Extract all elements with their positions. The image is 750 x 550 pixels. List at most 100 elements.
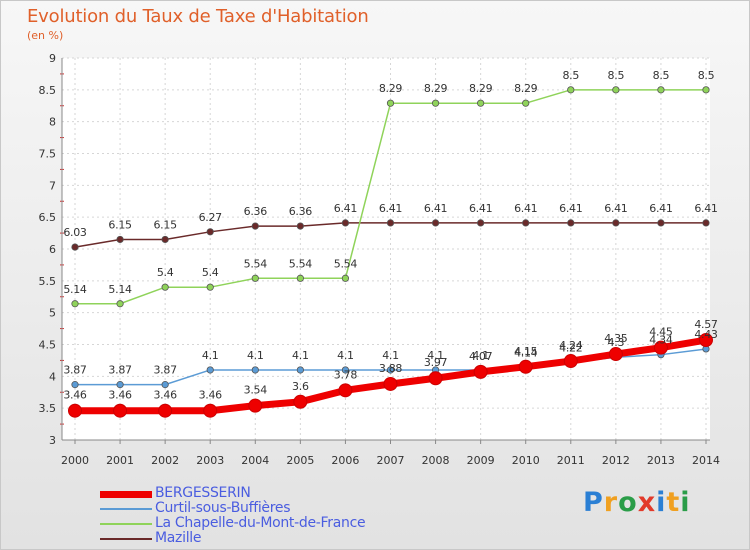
legend-swatch [100, 523, 152, 525]
y-tick-label: 7.5 [39, 148, 57, 161]
data-point [563, 354, 578, 369]
series-lines [68, 86, 713, 418]
data-label: 6.41 [514, 202, 537, 215]
data-point [702, 219, 710, 227]
data-point [338, 383, 353, 398]
x-tick-label: 2001 [106, 454, 134, 467]
data-label: 6.41 [379, 202, 402, 215]
data-label: 3.46 [108, 389, 132, 402]
data-point [251, 366, 259, 374]
data-point [567, 86, 575, 94]
data-point [702, 86, 710, 94]
data-point [341, 219, 350, 227]
legend-swatch [100, 538, 152, 540]
data-label: 4.45 [649, 326, 673, 339]
y-tick-label: 6 [49, 243, 56, 256]
chart-title: Evolution du Taux de Taxe d'Habitation [27, 6, 369, 27]
data-point [341, 274, 350, 282]
data-label: 4.1 [337, 349, 354, 362]
data-label: 8.5 [653, 69, 670, 82]
data-label: 5.14 [108, 283, 132, 296]
data-point [161, 235, 169, 244]
data-label: 5.54 [334, 257, 358, 270]
y-tick-label: 7 [49, 179, 56, 192]
logo-letter: o [618, 487, 638, 518]
y-tick-label: 6.5 [39, 211, 57, 224]
data-label: 4.43 [694, 328, 718, 341]
data-label: 3.87 [108, 364, 132, 377]
y-tick-label: 5.5 [39, 275, 57, 288]
data-point [116, 235, 124, 244]
data-label: 3.88 [379, 362, 403, 375]
data-label: 8.29 [469, 82, 493, 95]
data-label: 4.57 [694, 318, 718, 331]
data-point [296, 274, 304, 282]
x-tick-label: 2007 [377, 454, 405, 467]
legend-label: Mazille [155, 530, 202, 546]
data-point [293, 394, 308, 409]
x-tick-label: 2012 [602, 454, 630, 467]
y-tick-label: 4 [49, 370, 56, 383]
logo-letter: r [603, 487, 619, 518]
data-label: 4.1 [292, 349, 309, 362]
data-point [206, 228, 214, 236]
data-label: 8.5 [562, 69, 579, 82]
data-point [71, 300, 79, 308]
logo-letter: i [680, 487, 691, 518]
data-point [428, 371, 443, 386]
legend-label: Curtil-sous-Buffières [155, 500, 291, 516]
y-tick-label: 8.5 [39, 84, 57, 97]
y-tick-label: 3.5 [39, 402, 57, 415]
data-label: 5.4 [202, 266, 219, 279]
data-label: 4.1 [382, 349, 399, 362]
legend-swatch [100, 508, 152, 510]
data-label: 3.46 [63, 389, 87, 402]
data-point [608, 347, 623, 362]
data-label: 4.1 [202, 349, 219, 362]
data-label: 5.4 [157, 266, 174, 279]
data-point [612, 219, 620, 227]
data-point [116, 300, 124, 308]
data-point [522, 219, 530, 227]
data-label: 3.87 [153, 364, 177, 377]
data-point [612, 86, 620, 94]
data-label: 6.41 [649, 202, 672, 215]
data-label: 4.34 [649, 334, 673, 347]
data-point [657, 219, 665, 227]
x-tick-label: 2003 [196, 454, 224, 467]
data-label: 4.15 [514, 345, 538, 358]
data-label: 5.14 [63, 283, 87, 296]
data-label: 4.1 [247, 349, 264, 362]
data-label: 6.41 [694, 202, 717, 215]
data-label: 4.35 [604, 332, 628, 345]
logo-letter: P [583, 487, 604, 518]
data-point [386, 99, 395, 107]
data-label: 4.24 [559, 339, 583, 352]
data-point [518, 359, 533, 374]
data-label: 6.15 [108, 218, 132, 231]
x-tick-label: 2011 [557, 454, 585, 467]
data-point [383, 376, 398, 391]
data-point [522, 99, 530, 107]
data-label: 3.6 [292, 380, 309, 393]
logo-letter: i [656, 487, 667, 518]
data-label: 6.41 [334, 202, 357, 215]
data-label: 6.27 [199, 211, 223, 224]
data-point [473, 364, 488, 379]
data-point [161, 381, 169, 389]
x-tick-label: 2009 [467, 454, 495, 467]
data-point [158, 403, 173, 418]
data-label: 6.36 [289, 205, 313, 218]
data-point [68, 403, 82, 418]
data-label: 4.07 [469, 350, 493, 363]
data-point [206, 283, 214, 291]
data-point [248, 398, 263, 413]
data-label: 3.54 [244, 384, 268, 397]
data-point [71, 243, 79, 251]
data-point [431, 219, 440, 227]
data-label: 3.87 [63, 364, 87, 377]
data-point [296, 366, 304, 374]
data-point [251, 222, 259, 230]
